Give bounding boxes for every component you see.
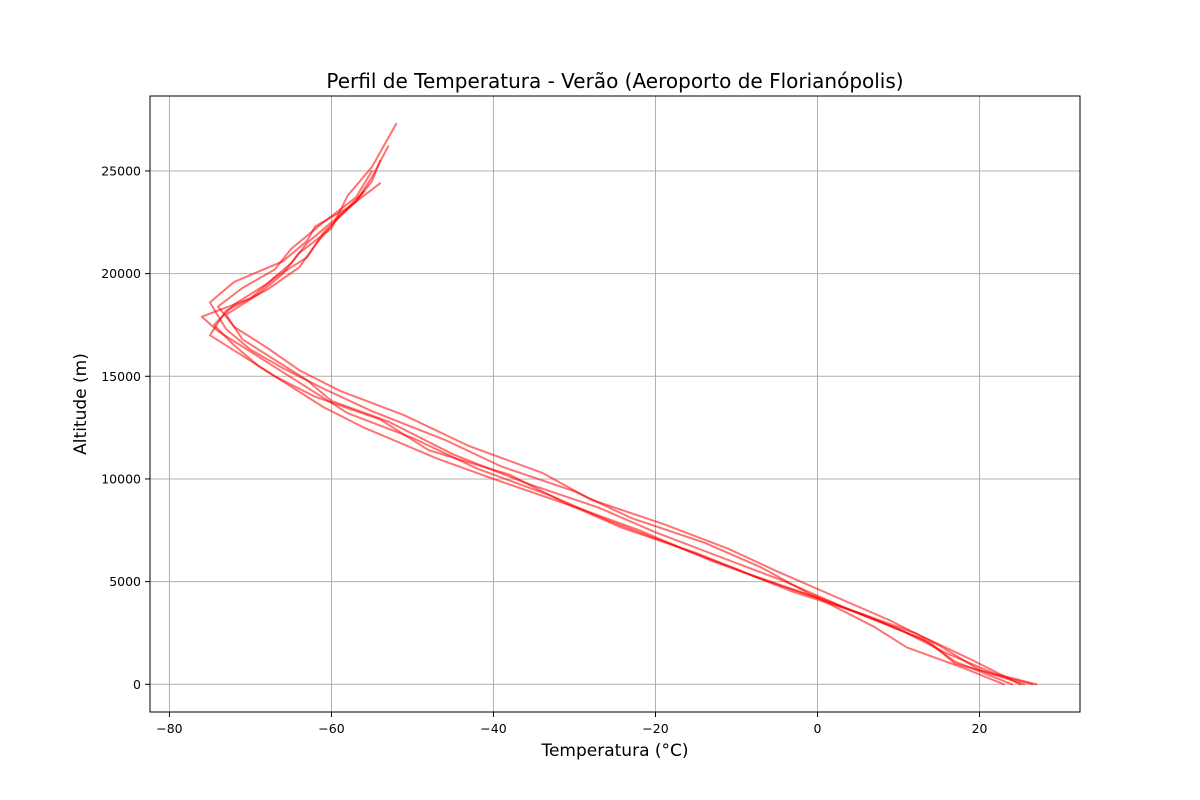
y-tick-label: 0 xyxy=(133,677,141,692)
temperature-profile-line-6 xyxy=(208,182,1013,686)
axis-ticks: −80 −60 −40 −20 0 20 0 5000 10000 15000 20000 25000 xyxy=(101,163,987,736)
y-tick-label: 10000 xyxy=(101,471,141,486)
temperature-profile-line-5 xyxy=(217,169,1026,686)
y-tick-label: 15000 xyxy=(101,369,141,384)
x-tick-label: 20 xyxy=(972,721,988,736)
temperature-profile-line-4 xyxy=(208,190,1005,686)
x-tick-label: −20 xyxy=(642,721,668,736)
series-lines xyxy=(200,122,1038,686)
temperature-profile-line-1 xyxy=(213,159,1034,686)
y-axis-label: Altitude (m) xyxy=(71,353,91,455)
y-tick-label: 25000 xyxy=(101,163,141,178)
x-tick-label: −80 xyxy=(156,721,182,736)
y-tick-label: 5000 xyxy=(109,574,141,589)
chart-title: Perfil de Temperatura - Verão (Aeroporto… xyxy=(326,69,903,93)
grid-lines xyxy=(150,96,1080,712)
y-tick-label: 20000 xyxy=(101,266,141,281)
x-tick-label: −60 xyxy=(318,721,344,736)
x-tick-label: 0 xyxy=(814,721,822,736)
plot-frame xyxy=(149,95,1081,713)
x-tick-label: −40 xyxy=(480,721,506,736)
x-axis-label: Temperatura (°C) xyxy=(540,741,688,761)
